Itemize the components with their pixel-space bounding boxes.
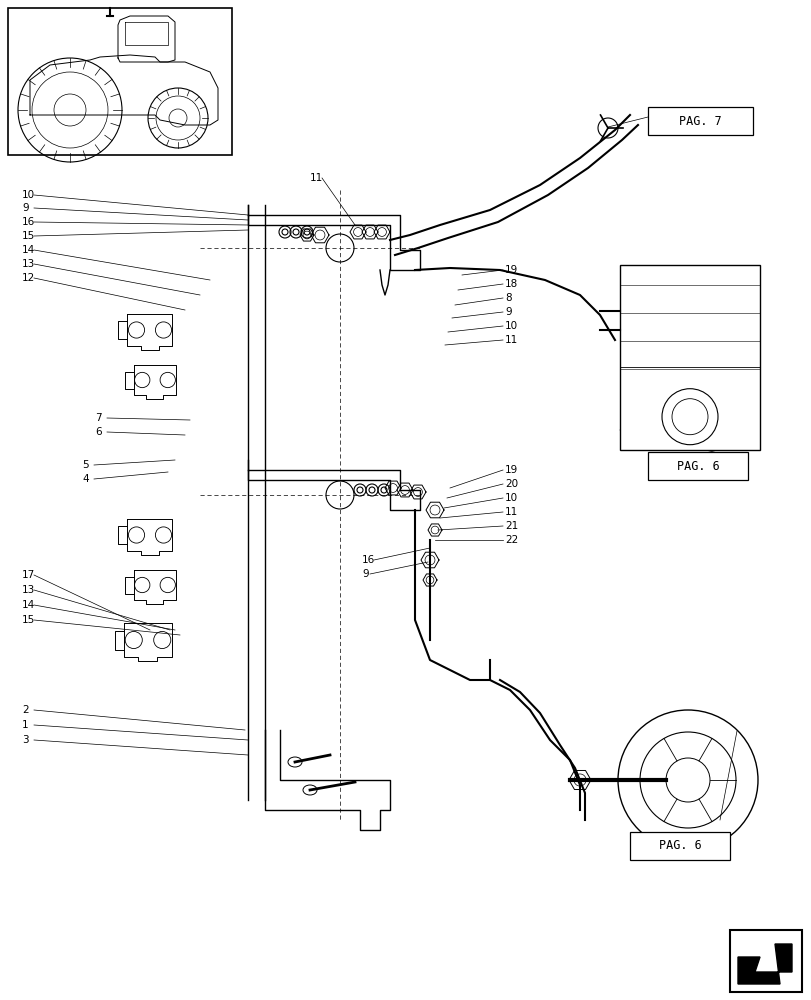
Text: 16: 16: [362, 555, 375, 565]
Text: 15: 15: [22, 231, 35, 241]
Text: 19: 19: [504, 465, 517, 475]
Text: 7: 7: [95, 413, 101, 423]
Text: 15: 15: [22, 615, 35, 625]
Text: PAG. 6: PAG. 6: [676, 460, 719, 473]
Text: 18: 18: [504, 279, 517, 289]
Text: 9: 9: [22, 203, 28, 213]
Text: 16: 16: [22, 217, 35, 227]
Text: 3: 3: [22, 735, 28, 745]
Bar: [8, 8, 232, 155]
Text: 9: 9: [504, 307, 511, 317]
Text: 20: 20: [504, 479, 517, 489]
Text: PAG. 7: PAG. 7: [678, 115, 720, 128]
Text: 10: 10: [504, 321, 517, 331]
Text: 14: 14: [22, 600, 35, 610]
Text: 1: 1: [22, 720, 28, 730]
Bar: [729, 930, 801, 992]
Text: 10: 10: [22, 190, 35, 200]
Bar: [620, 265, 759, 450]
Text: 14: 14: [22, 245, 35, 255]
Text: 13: 13: [22, 585, 35, 595]
Text: 5: 5: [82, 460, 88, 470]
Text: 21: 21: [504, 521, 517, 531]
Text: 17: 17: [22, 570, 35, 580]
Text: 10: 10: [504, 493, 517, 503]
Text: 22: 22: [504, 535, 517, 545]
Text: 11: 11: [310, 173, 323, 183]
Text: 12: 12: [22, 273, 35, 283]
Text: 6: 6: [95, 427, 101, 437]
Text: 8: 8: [504, 293, 511, 303]
Text: 19: 19: [504, 265, 517, 275]
Text: 2: 2: [22, 705, 28, 715]
Bar: [629, 832, 729, 860]
Text: 9: 9: [362, 569, 368, 579]
Text: 11: 11: [504, 507, 517, 517]
Text: 4: 4: [82, 474, 88, 484]
Polygon shape: [737, 944, 791, 984]
Text: PAG. 6: PAG. 6: [658, 839, 701, 852]
Text: 11: 11: [504, 335, 517, 345]
Text: 13: 13: [22, 259, 35, 269]
Bar: [647, 107, 752, 135]
Bar: [647, 452, 747, 480]
